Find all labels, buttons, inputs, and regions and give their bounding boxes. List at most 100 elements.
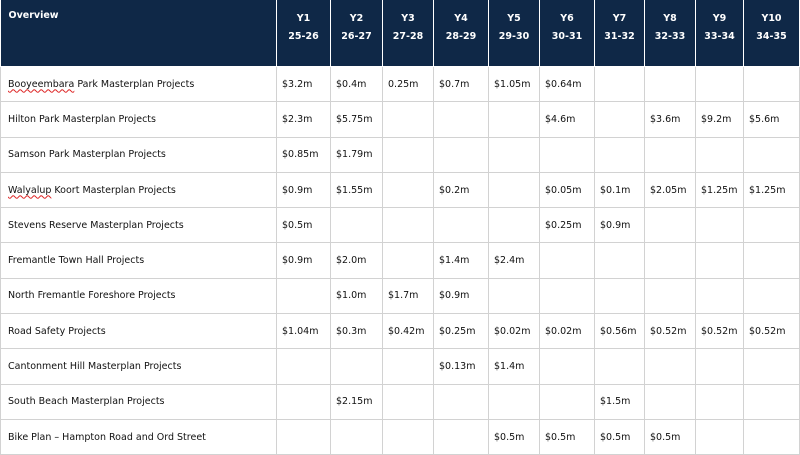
value-cell xyxy=(488,101,540,138)
value-cell xyxy=(695,242,744,279)
year-span: 27-28 xyxy=(392,31,424,42)
year-header: Y8 32-33 xyxy=(644,0,696,67)
value-cell xyxy=(743,277,800,315)
year-label: Y7 xyxy=(612,13,627,24)
year-label: Y2 xyxy=(349,13,364,24)
table-row: Booyeembara Park Masterplan Projects $3.2… xyxy=(0,65,800,103)
value-cell xyxy=(276,277,331,315)
value-cell: $0.4m xyxy=(330,65,383,103)
table-row: Walyalup Koort Masterplan Projects $0.9m $… xyxy=(0,171,800,209)
value-cell: $3.6m xyxy=(644,101,696,138)
value-cell xyxy=(594,65,645,103)
value-cell: $0.9m xyxy=(276,242,331,279)
table-row: North Fremantle Foreshore Projects $1.0m $… xyxy=(0,277,800,315)
value-cell xyxy=(330,207,383,244)
value-cell: $0.7m xyxy=(433,65,489,103)
project-name: Booyeembara Park Masterplan Projects xyxy=(0,65,277,103)
value-cell xyxy=(382,207,434,244)
project-name: Hilton Park Masterplan Projects xyxy=(0,101,277,138)
value-cell xyxy=(644,65,696,103)
year-span: 32-33 xyxy=(654,31,686,42)
year-label: Y3 xyxy=(401,13,415,24)
value-cell xyxy=(695,277,744,315)
year-label: Y8 xyxy=(663,13,677,24)
value-cell xyxy=(488,383,540,420)
table-row: Bike Plan – Hampton Road and Ord Street $… xyxy=(0,418,800,455)
value-cell xyxy=(539,242,595,279)
value-cell: $1.04m xyxy=(276,313,331,350)
project-name-text: Cantonment Hill Masterplan Projects xyxy=(8,361,182,373)
value-cell: $0.3m xyxy=(330,313,383,350)
year-header: Y6 30-31 xyxy=(539,0,595,67)
value-cell xyxy=(743,207,800,244)
table-header: Overview Y1 25-26 Y2 26-27 Y3 27-28 Y4 28-29 Y5 2… xyxy=(0,0,800,67)
project-name-text: Road Safety Projects xyxy=(8,325,106,337)
value-cell: $0.5m xyxy=(276,207,331,244)
year-span: 34-35 xyxy=(756,31,787,42)
year-label: Y5 xyxy=(507,13,521,24)
year-label: Y9 xyxy=(712,13,727,24)
year-header: Y7 31-32 xyxy=(594,0,645,67)
table-row: Samson Park Masterplan Projects $0.85m $1.… xyxy=(0,136,800,173)
value-cell: $0.9m xyxy=(594,207,645,244)
value-cell xyxy=(330,348,383,385)
project-name: Stevens Reserve Masterplan Projects xyxy=(0,207,277,244)
value-cell xyxy=(382,383,434,420)
year-header: Y5 29-30 xyxy=(488,0,540,67)
year-header: Y9 33-34 xyxy=(695,0,744,67)
year-span: 28-29 xyxy=(445,31,477,42)
project-name-text: North Fremantle Foreshore Projects xyxy=(8,290,176,302)
value-cell: $0.42m xyxy=(382,313,434,350)
value-cell xyxy=(695,207,744,244)
value-cell: $1.5m xyxy=(594,383,645,420)
value-cell xyxy=(695,383,744,420)
value-cell: $2.0m xyxy=(330,242,383,279)
year-span: 31-32 xyxy=(604,31,635,42)
year-span: 26-27 xyxy=(341,31,372,42)
value-cell xyxy=(276,383,331,420)
value-cell xyxy=(330,418,383,455)
year-label: Y1 xyxy=(296,13,311,24)
value-cell xyxy=(488,207,540,244)
value-cell xyxy=(433,101,489,138)
project-name: Cantonment Hill Masterplan Projects xyxy=(0,348,277,385)
project-name: Samson Park Masterplan Projects xyxy=(0,136,277,173)
project-name: Fremantle Town Hall Projects xyxy=(0,242,277,279)
value-cell: $1.0m xyxy=(330,277,383,315)
overview-header: Overview xyxy=(0,0,277,67)
value-cell xyxy=(488,136,540,173)
year-header: Y3 27-28 xyxy=(382,0,434,67)
value-cell xyxy=(644,348,696,385)
value-cell: $2.3m xyxy=(276,101,331,138)
table-body: Booyeembara Park Masterplan Projects $3.2… xyxy=(0,65,800,455)
project-name-text: Park Masterplan Projects xyxy=(74,78,195,90)
value-cell xyxy=(488,277,540,315)
value-cell xyxy=(382,171,434,209)
value-cell xyxy=(644,277,696,315)
value-cell xyxy=(276,348,331,385)
value-cell: $0.5m xyxy=(644,418,696,455)
value-cell xyxy=(539,136,595,173)
year-header: Y1 25-26 xyxy=(276,0,331,67)
project-name-text: Hilton Park Masterplan Projects xyxy=(8,113,156,125)
value-cell: $0.25m xyxy=(433,313,489,350)
project-name-text: South Beach Masterplan Projects xyxy=(8,396,165,408)
value-cell xyxy=(695,136,744,173)
value-cell xyxy=(743,242,800,279)
year-span: 33-34 xyxy=(704,31,735,42)
value-cell: $0.9m xyxy=(276,171,331,209)
value-cell xyxy=(695,65,744,103)
table-row: Road Safety Projects $1.04m $0.3m $0.42m $0.… xyxy=(0,313,800,350)
value-cell xyxy=(539,383,595,420)
value-cell xyxy=(382,101,434,138)
value-cell xyxy=(743,348,800,385)
project-name: South Beach Masterplan Projects xyxy=(0,383,277,420)
year-header: Y2 26-27 xyxy=(330,0,383,67)
value-cell xyxy=(382,348,434,385)
project-name: Road Safety Projects xyxy=(0,313,277,350)
value-cell xyxy=(382,136,434,173)
year-header: Y10 34-35 xyxy=(743,0,800,67)
value-cell xyxy=(433,383,489,420)
table-row: South Beach Masterplan Projects $2.15m $1.… xyxy=(0,383,800,420)
